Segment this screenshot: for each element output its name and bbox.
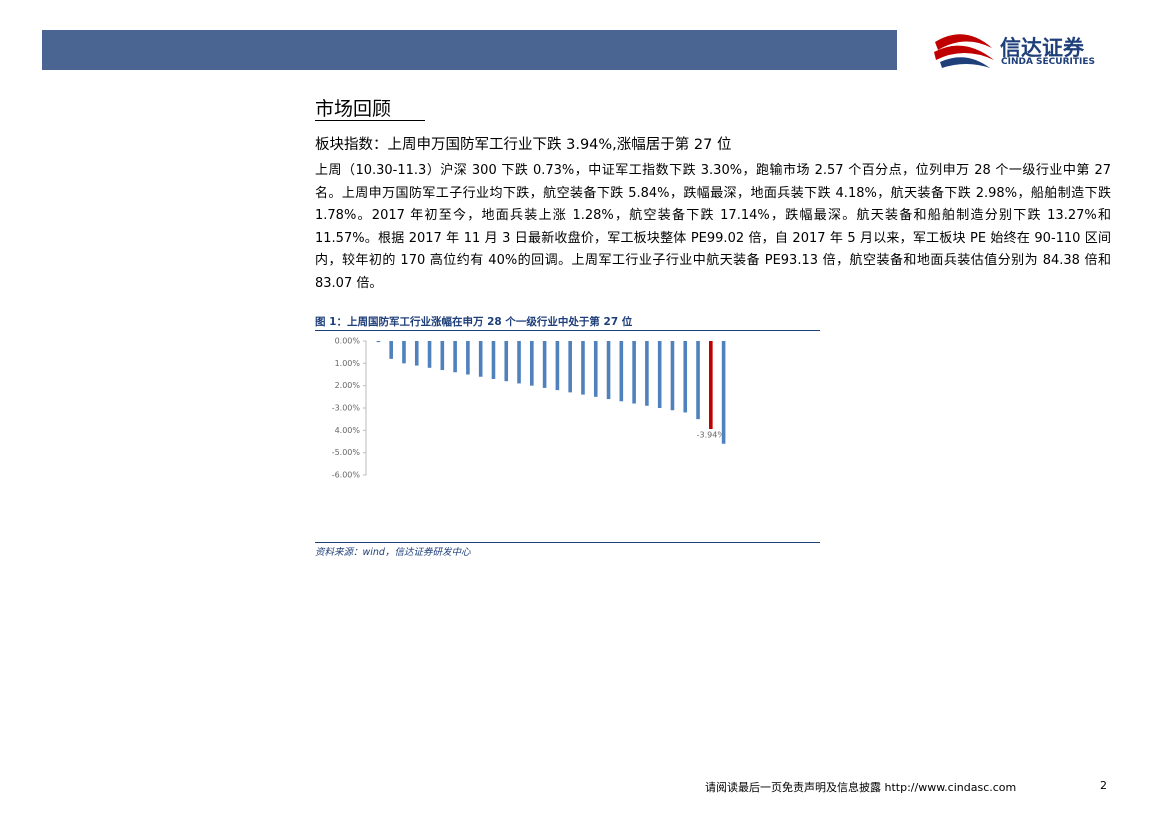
bar (581, 341, 585, 395)
figure-source: 资料来源：wind，信达证券研发中心 (315, 547, 471, 558)
bar (645, 341, 649, 406)
disclaimer: 请阅读最后一页免责声明及信息披露 (705, 781, 881, 794)
bar (389, 341, 393, 359)
logo-icon (934, 34, 994, 68)
bar (440, 341, 445, 371)
bar (453, 341, 457, 373)
bar (542, 341, 547, 388)
bar (402, 341, 406, 364)
figure-caption: 图 1：上周国防军工行业涨幅在申万 28 个一级行业中处于第 27 位 (315, 316, 633, 328)
bar (414, 341, 419, 366)
footer-text: 请阅读最后一页免责声明及信息披露 http://www.cindasc.com (705, 779, 1016, 795)
bar (517, 341, 521, 384)
bar (619, 341, 624, 402)
y-tick-label: -3.00% (332, 404, 361, 413)
bar (709, 341, 713, 429)
bar (568, 341, 572, 393)
url: http://www.cindasc.com (884, 781, 1017, 794)
logo-en: CINDA SECURITIES (1001, 57, 1095, 67)
bar (593, 341, 598, 397)
y-tick-label: -6.00% (332, 471, 361, 480)
bar (632, 341, 636, 404)
bar (670, 341, 675, 411)
y-tick-label: -5.00% (332, 448, 361, 457)
y-tick-label: 4.00% (335, 426, 361, 435)
bar (504, 341, 509, 382)
section-title: 市场回顾 (315, 98, 392, 120)
bar (721, 341, 726, 444)
bar (376, 341, 381, 343)
chart: 0.00% 1.00% 2.00% -3.00% 4.00% -5.00% -6.00% -3… (315, 330, 820, 543)
bar (530, 341, 534, 386)
value-label: -3.94% (697, 430, 726, 439)
logo-cn: 信达证券 (1000, 36, 1084, 60)
bar (427, 341, 432, 368)
y-tick-label: 2.00% (335, 381, 361, 390)
bar (491, 341, 496, 379)
header-bar (42, 30, 897, 70)
title-rule (315, 120, 425, 121)
page-number: 2 (1100, 779, 1107, 792)
bar (606, 341, 611, 400)
subtitle: 板块指数：上周申万国防军工行业下跌 3.94%,涨幅居于第 27 位 (315, 137, 732, 153)
bar (555, 341, 560, 391)
bar (478, 341, 483, 377)
bar (657, 341, 662, 408)
bar (696, 341, 700, 420)
y-tick-label: 0.00% (335, 337, 361, 346)
bar (683, 341, 688, 413)
y-tick-label: 1.00% (335, 359, 361, 368)
paragraph: 上周（10.30-11.3）沪深 300 下跌 0.73%，中证军工指数下跌 3… (315, 163, 1111, 291)
bar (466, 341, 470, 375)
